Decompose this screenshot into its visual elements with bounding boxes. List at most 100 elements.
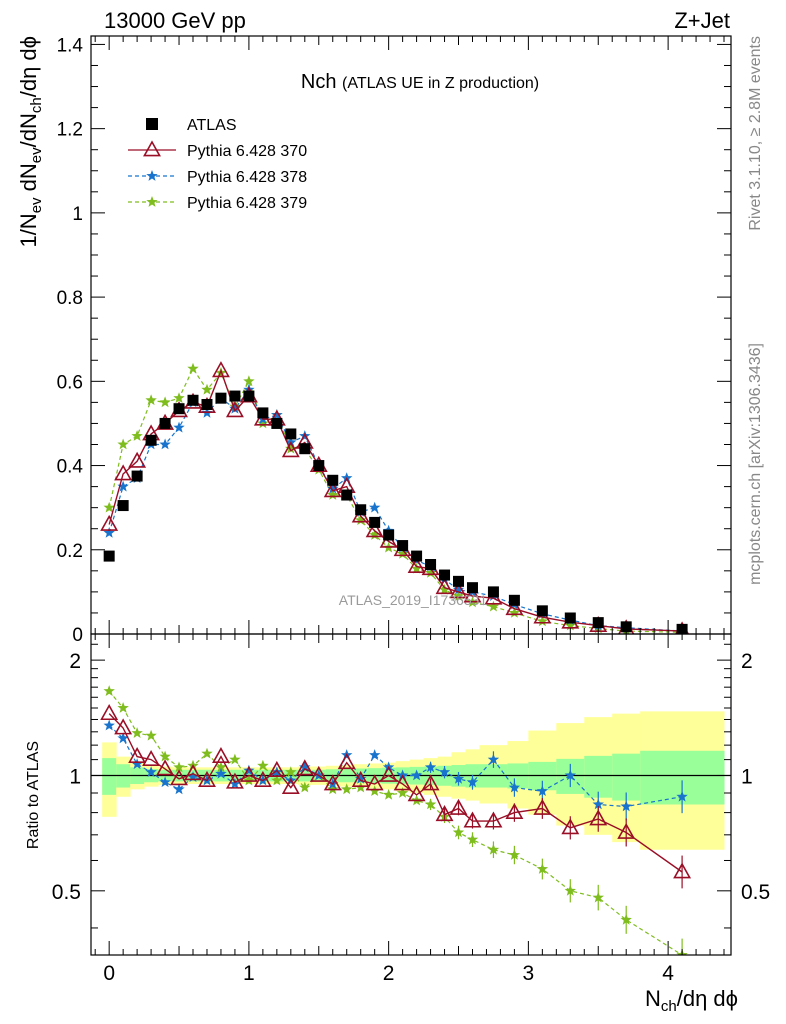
main-point-atlas (411, 550, 423, 562)
legend-marker-p378 (146, 170, 158, 181)
main-point-atlas (508, 594, 520, 606)
main-point-atlas (425, 559, 437, 571)
main-point-p379 (424, 566, 437, 578)
ratio-point-p370 (184, 764, 202, 781)
main-point-p379 (145, 394, 157, 406)
ratio-point-p379 (382, 788, 395, 800)
main-ytick-label: 1.4 (57, 35, 84, 56)
ratio-point-p370 (484, 811, 503, 828)
ratio-point-p370 (198, 770, 216, 787)
main-point-p378 (103, 526, 115, 538)
ratio-point-p378 (564, 769, 576, 781)
main-ytick-label: 0.2 (57, 541, 83, 562)
main-point-p378 (327, 482, 339, 494)
main-point-p370 (114, 464, 133, 481)
legend-item-p378: Pythia 6.428 378 (128, 169, 307, 186)
main-point-p379 (117, 438, 129, 450)
ratio-ytick-label: 2 (69, 650, 81, 673)
main-point-p370 (100, 514, 119, 531)
ratio-point-p370 (267, 760, 286, 777)
ratio-point-p379 (466, 833, 479, 845)
ratio-point-p379 (285, 766, 297, 777)
main-point-atlas (117, 500, 129, 512)
ratio-point-p370 (393, 774, 412, 791)
ratio-point-p370 (337, 753, 356, 770)
ratio-point-p378 (187, 771, 199, 782)
legend-item-p379: Pythia 6.428 379 (128, 195, 307, 212)
ratio-point-p379 (159, 750, 171, 762)
xtick-label: 4 (662, 962, 674, 985)
ratio-point-p370 (365, 774, 384, 791)
ratio-point-p370 (533, 798, 552, 815)
main-point-atlas (355, 504, 367, 516)
ratio-point-p370 (673, 862, 692, 879)
ratio-point-p379 (145, 729, 157, 741)
legend-marker-atlas (146, 118, 158, 130)
legend-label-p379: Pythia 6.428 379 (187, 195, 307, 212)
main-point-p379 (243, 375, 255, 387)
ratio-point-p370 (295, 759, 314, 776)
main-point-atlas (187, 394, 199, 406)
main-point-p379 (159, 396, 171, 408)
ratio-point-p379 (243, 774, 255, 786)
ratio-point-p378 (592, 798, 604, 810)
ratio-point-p379 (341, 783, 353, 795)
main-panel: 0 0.2 0.4 0.6 0.8 1 1.2 1.4 Nch (ATLAS UE in Z … (16, 35, 732, 646)
main-point-atlas (299, 443, 311, 455)
main-point-atlas (145, 434, 157, 446)
main-point-p379 (327, 489, 339, 500)
main-point-atlas (564, 612, 576, 624)
ratio-point-p370 (142, 749, 161, 767)
main-point-p370 (365, 521, 384, 538)
ratio-point-p370 (100, 704, 119, 721)
ratio-point-p379 (564, 884, 576, 896)
ratio-point-p378 (424, 761, 437, 773)
ratio-point-p378 (452, 772, 465, 784)
ratio-panel-frame (90, 633, 732, 956)
rivet-label: Rivet 3.1.10, ≥ 2.8M events (747, 36, 764, 231)
main-point-p378 (271, 409, 283, 420)
ratio-point-p378 (466, 776, 479, 788)
main-point-atlas (271, 417, 283, 429)
main-point-p370 (505, 599, 524, 616)
ratio-plot-area (91, 685, 731, 955)
legend-label-atlas: ATLAS (187, 117, 237, 134)
ratio-point-p379 (452, 826, 465, 838)
ratio-point-p378 (676, 790, 688, 802)
ratio-point-p370 (351, 770, 370, 787)
main-point-atlas (439, 569, 451, 581)
ratio-point-p378 (145, 766, 157, 777)
main-point-p378 (229, 402, 241, 414)
ratio-point-p370 (211, 746, 230, 764)
ratio-point-p370 (435, 805, 454, 822)
ratio-point-p370 (505, 802, 524, 820)
ratio-point-p378 (536, 785, 549, 796)
xtick-label: 2 (383, 962, 395, 985)
main-point-p370 (281, 441, 300, 458)
ratio-ytick-label: 1 (69, 765, 81, 788)
ratio-point-p370 (379, 765, 398, 782)
ratio-point-p379 (271, 774, 283, 786)
main-point-p378 (159, 438, 171, 450)
header-left: 13000 GeV pp (104, 8, 246, 33)
main-point-atlas (215, 392, 227, 404)
ratio-ytick-label-right: 2 (741, 650, 753, 673)
xtick-label: 1 (243, 962, 255, 985)
main-point-atlas (131, 470, 143, 482)
ratio-point-p370 (156, 759, 175, 776)
main-point-atlas (397, 540, 409, 552)
ratio-panel: 0.5 0.5 1 1 2 2 0 1 2 3 4 Ratio to ATLAS Nch/dη dϕ (25, 633, 770, 1015)
ratio-point-p379 (299, 781, 311, 793)
ratio-point-p370 (561, 818, 580, 835)
ratio-point-p378 (355, 772, 367, 784)
ratio-point-p370 (253, 770, 272, 787)
band-inner-bin (102, 758, 117, 795)
main-point-atlas (536, 605, 548, 617)
main-point-p379 (187, 362, 199, 374)
main-point-p379 (410, 562, 423, 574)
ratio-point-p379 (508, 849, 521, 860)
ratio-point-p379 (424, 798, 437, 810)
ratio-point-p379 (229, 753, 241, 765)
main-point-p378 (173, 421, 185, 433)
main-point-p379 (438, 583, 451, 595)
